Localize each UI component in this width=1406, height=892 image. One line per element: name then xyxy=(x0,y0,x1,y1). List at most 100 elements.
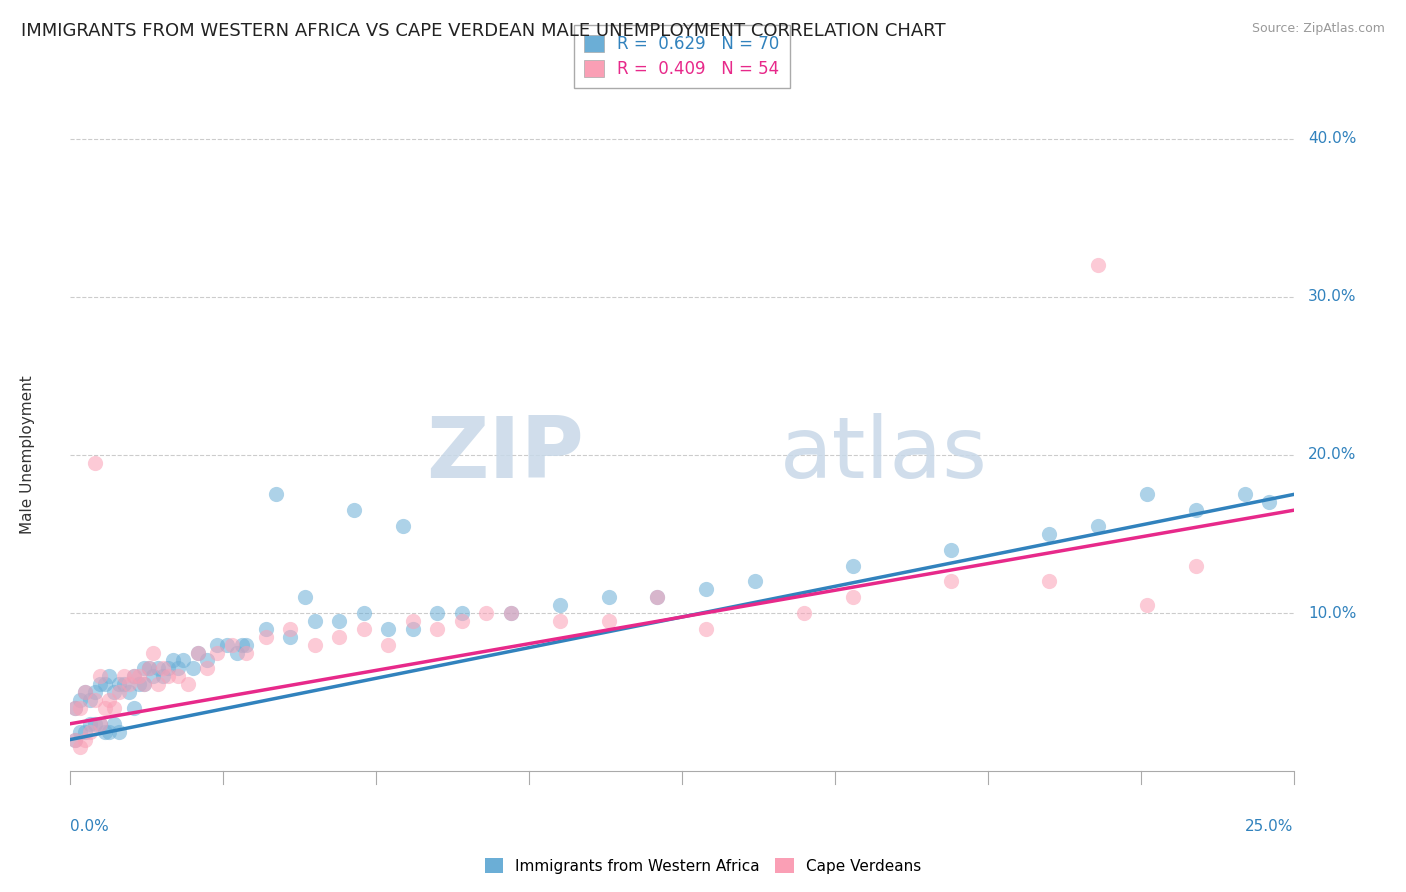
Point xyxy=(157,669,180,683)
Point xyxy=(73,732,96,747)
Text: 0.0%: 0.0% xyxy=(70,819,110,834)
Point xyxy=(1038,574,1060,589)
Point xyxy=(195,661,218,675)
Point xyxy=(142,646,165,660)
Point xyxy=(167,661,190,675)
Point xyxy=(695,582,717,597)
Point xyxy=(132,677,155,691)
Point xyxy=(598,591,620,605)
Text: 20.0%: 20.0% xyxy=(1308,448,1357,462)
Point xyxy=(152,661,174,675)
Point xyxy=(205,646,228,660)
Point xyxy=(195,653,218,667)
Point xyxy=(132,677,155,691)
Point xyxy=(548,598,571,612)
Point xyxy=(93,724,115,739)
Point xyxy=(142,669,165,683)
Point xyxy=(112,677,135,691)
Point xyxy=(186,646,208,660)
Point xyxy=(1233,487,1256,501)
Point xyxy=(103,716,125,731)
Point xyxy=(63,701,86,715)
Point xyxy=(377,622,399,636)
Point xyxy=(79,724,101,739)
Point xyxy=(108,724,131,739)
Point xyxy=(162,653,184,667)
Point xyxy=(377,638,399,652)
Point xyxy=(842,558,865,573)
Point xyxy=(402,622,425,636)
Point xyxy=(1087,519,1109,533)
Point xyxy=(426,606,449,620)
Point xyxy=(167,669,190,683)
Point xyxy=(89,677,111,691)
Point xyxy=(83,456,105,470)
Point xyxy=(499,606,522,620)
Point xyxy=(1184,558,1206,573)
Point xyxy=(122,701,145,715)
Legend: R =  0.629   N = 70, R =  0.409   N = 54: R = 0.629 N = 70, R = 0.409 N = 54 xyxy=(574,25,790,88)
Point xyxy=(152,669,174,683)
Point xyxy=(98,669,121,683)
Point xyxy=(205,638,228,652)
Point xyxy=(294,591,316,605)
Point xyxy=(108,677,131,691)
Point xyxy=(254,630,277,644)
Point xyxy=(231,638,253,652)
Point xyxy=(98,693,121,707)
Point xyxy=(280,630,302,644)
Point xyxy=(1038,527,1060,541)
Text: atlas: atlas xyxy=(780,413,988,497)
Text: IMMIGRANTS FROM WESTERN AFRICA VS CAPE VERDEAN MALE UNEMPLOYMENT CORRELATION CHA: IMMIGRANTS FROM WESTERN AFRICA VS CAPE V… xyxy=(21,22,946,40)
Point xyxy=(89,669,111,683)
Point xyxy=(63,701,86,715)
Point xyxy=(122,669,145,683)
Point xyxy=(73,685,96,699)
Point xyxy=(93,701,115,715)
Point xyxy=(108,685,131,699)
Point xyxy=(939,542,962,557)
Point xyxy=(647,591,669,605)
Point xyxy=(79,716,101,731)
Point xyxy=(89,716,111,731)
Point xyxy=(235,646,257,660)
Point xyxy=(83,693,105,707)
Point xyxy=(280,622,302,636)
Point xyxy=(475,606,498,620)
Point xyxy=(1136,487,1159,501)
Point xyxy=(98,724,121,739)
Point xyxy=(1258,495,1281,509)
Point xyxy=(63,732,86,747)
Text: Source: ZipAtlas.com: Source: ZipAtlas.com xyxy=(1251,22,1385,36)
Point xyxy=(343,503,366,517)
Point xyxy=(177,677,200,691)
Point xyxy=(73,685,96,699)
Point xyxy=(83,685,105,699)
Point xyxy=(598,614,620,628)
Point xyxy=(157,661,180,675)
Point xyxy=(353,606,375,620)
Point xyxy=(69,701,91,715)
Point xyxy=(128,669,150,683)
Text: 25.0%: 25.0% xyxy=(1246,819,1294,834)
Point xyxy=(118,685,141,699)
Point xyxy=(138,661,160,675)
Point xyxy=(450,606,472,620)
Point xyxy=(148,661,170,675)
Point xyxy=(79,693,101,707)
Text: 40.0%: 40.0% xyxy=(1308,131,1357,146)
Text: ZIP: ZIP xyxy=(426,413,583,497)
Point xyxy=(83,716,105,731)
Point xyxy=(744,574,766,589)
Text: Male Unemployment: Male Unemployment xyxy=(20,376,35,534)
Point xyxy=(181,661,204,675)
Point xyxy=(304,638,326,652)
Point xyxy=(939,574,962,589)
Point xyxy=(450,614,472,628)
Point xyxy=(235,638,257,652)
Point xyxy=(254,622,277,636)
Point xyxy=(73,724,96,739)
Point xyxy=(69,740,91,755)
Point xyxy=(122,669,145,683)
Point xyxy=(93,677,115,691)
